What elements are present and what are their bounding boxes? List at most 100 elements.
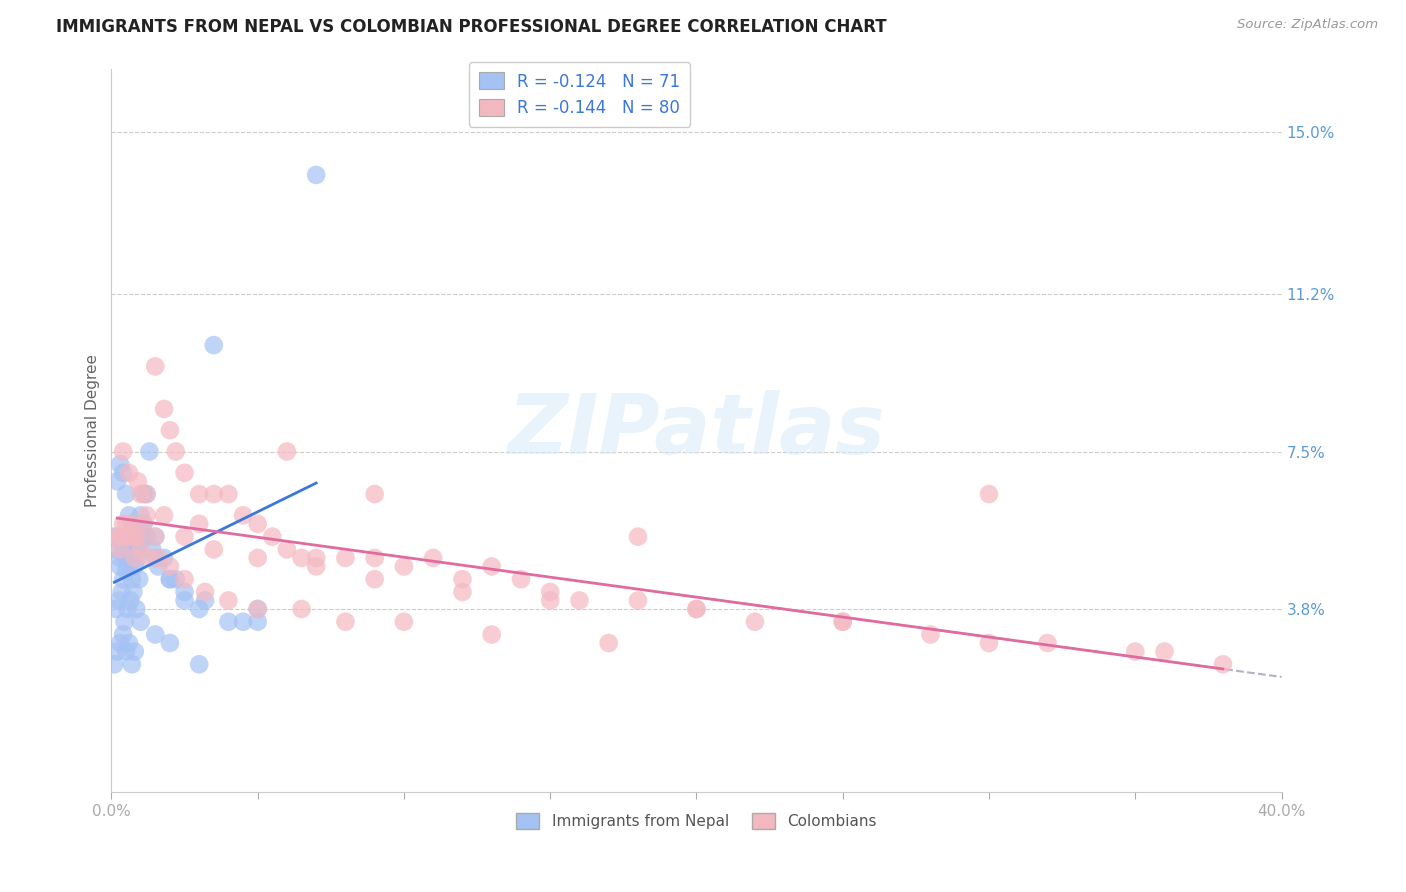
Point — [598, 636, 620, 650]
Y-axis label: Professional Degree: Professional Degree — [86, 354, 100, 507]
Point — [141, 542, 163, 557]
Point — [122, 585, 145, 599]
Point — [246, 615, 269, 629]
Point — [135, 487, 157, 501]
Point — [363, 487, 385, 501]
Point — [103, 657, 125, 672]
Point — [276, 444, 298, 458]
Point — [129, 487, 152, 501]
Point — [305, 550, 328, 565]
Point — [1036, 636, 1059, 650]
Point — [159, 636, 181, 650]
Point — [124, 550, 146, 565]
Point — [132, 516, 155, 531]
Point — [104, 602, 127, 616]
Point — [290, 602, 312, 616]
Point — [135, 508, 157, 523]
Point — [118, 466, 141, 480]
Point — [112, 444, 135, 458]
Point — [121, 516, 143, 531]
Point — [108, 559, 131, 574]
Point — [246, 602, 269, 616]
Point — [129, 615, 152, 629]
Point — [392, 615, 415, 629]
Point — [132, 487, 155, 501]
Point — [143, 627, 166, 641]
Point — [148, 559, 170, 574]
Point — [105, 644, 128, 658]
Point — [129, 542, 152, 557]
Point — [232, 508, 254, 523]
Point — [127, 550, 149, 565]
Point — [135, 487, 157, 501]
Point — [510, 572, 533, 586]
Point — [188, 487, 211, 501]
Point — [118, 636, 141, 650]
Point — [392, 559, 415, 574]
Point — [538, 585, 561, 599]
Point — [108, 457, 131, 471]
Point — [135, 530, 157, 544]
Point — [132, 516, 155, 531]
Point — [165, 572, 187, 586]
Point — [153, 508, 176, 523]
Point — [121, 572, 143, 586]
Point — [127, 475, 149, 489]
Point — [129, 508, 152, 523]
Point — [129, 516, 152, 531]
Point — [124, 530, 146, 544]
Point — [363, 572, 385, 586]
Point — [451, 572, 474, 586]
Text: IMMIGRANTS FROM NEPAL VS COLOMBIAN PROFESSIONAL DEGREE CORRELATION CHART: IMMIGRANTS FROM NEPAL VS COLOMBIAN PROFE… — [56, 18, 887, 36]
Point — [108, 550, 131, 565]
Point — [105, 530, 128, 544]
Point — [108, 530, 131, 544]
Point — [217, 487, 239, 501]
Text: Source: ZipAtlas.com: Source: ZipAtlas.com — [1237, 18, 1378, 31]
Point — [173, 572, 195, 586]
Point — [114, 615, 136, 629]
Point — [831, 615, 853, 629]
Point — [977, 487, 1000, 501]
Point — [108, 636, 131, 650]
Point — [305, 559, 328, 574]
Point — [115, 530, 138, 544]
Point — [977, 636, 1000, 650]
Point — [125, 602, 148, 616]
Point — [118, 530, 141, 544]
Point — [105, 542, 128, 557]
Point — [124, 542, 146, 557]
Point — [173, 593, 195, 607]
Point — [112, 516, 135, 531]
Point — [335, 550, 357, 565]
Point — [685, 602, 707, 616]
Point — [118, 542, 141, 557]
Point — [246, 516, 269, 531]
Point — [165, 444, 187, 458]
Point — [1212, 657, 1234, 672]
Point — [159, 423, 181, 437]
Point — [148, 550, 170, 565]
Point — [121, 516, 143, 531]
Point — [1123, 644, 1146, 658]
Point — [138, 444, 160, 458]
Point — [117, 602, 139, 616]
Point — [481, 559, 503, 574]
Point — [107, 593, 129, 607]
Point — [159, 572, 181, 586]
Point — [188, 657, 211, 672]
Point — [173, 585, 195, 599]
Point — [118, 559, 141, 574]
Point — [153, 550, 176, 565]
Point — [115, 550, 138, 565]
Point — [305, 168, 328, 182]
Point — [143, 359, 166, 374]
Point — [112, 466, 135, 480]
Point — [920, 627, 942, 641]
Point — [103, 530, 125, 544]
Point — [115, 564, 138, 578]
Point — [363, 550, 385, 565]
Point — [159, 572, 181, 586]
Point — [188, 516, 211, 531]
Point — [115, 644, 138, 658]
